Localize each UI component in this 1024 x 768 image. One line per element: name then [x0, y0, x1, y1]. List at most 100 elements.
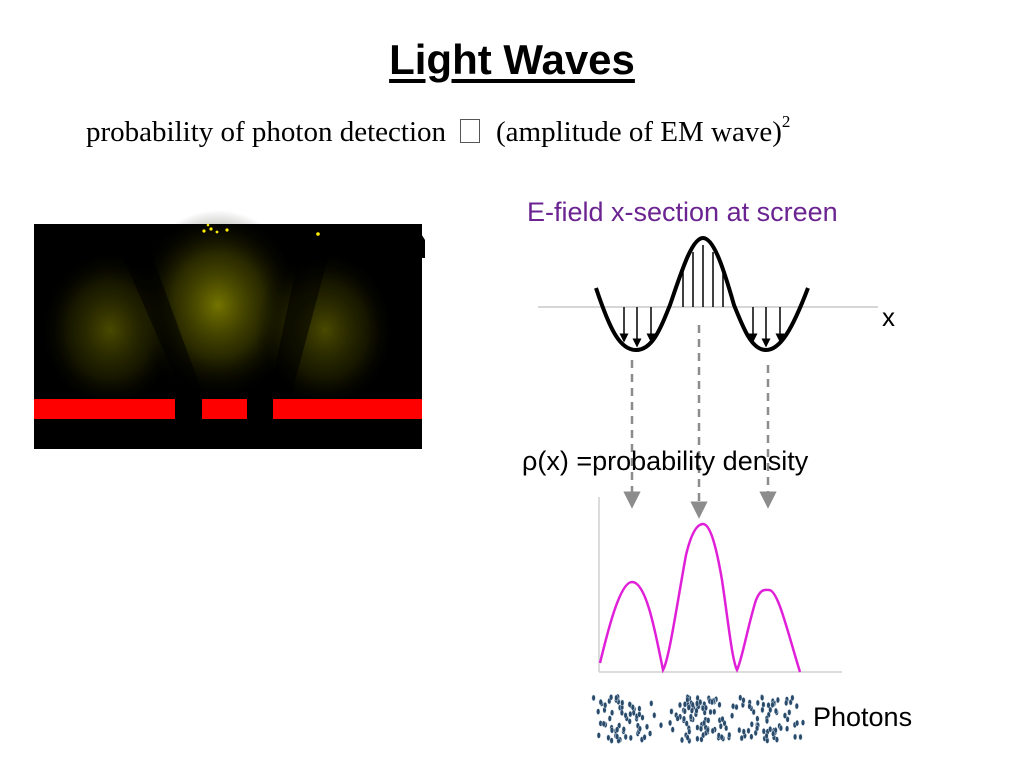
photon-dot [628, 734, 633, 742]
photon-dot [609, 694, 614, 701]
photon-dot [695, 700, 700, 707]
photon-dot [685, 696, 690, 704]
efield-wave-curve [594, 235, 810, 353]
photon-dot [739, 734, 744, 742]
photon-dot [668, 719, 673, 727]
photon-dot [727, 731, 732, 739]
photon-dot [706, 717, 711, 724]
slide-title: Light Waves [389, 36, 635, 83]
photon-dot [682, 708, 687, 715]
photon-dot [798, 733, 803, 741]
photon-dot [682, 701, 687, 708]
efield-arrows-icon [619, 245, 785, 348]
photon-dot [747, 703, 752, 710]
photon-dot [794, 702, 799, 710]
photon-dot [609, 727, 615, 734]
double-slit-interference-image [34, 210, 425, 449]
photon-dot [596, 732, 601, 739]
photon-dot [615, 726, 620, 733]
photon-dot [627, 718, 632, 725]
photon-dot [623, 733, 628, 741]
photon-dot [749, 721, 754, 728]
photon-dot [658, 721, 664, 729]
photon-dot [686, 704, 691, 711]
photon-dot [649, 700, 654, 707]
photon-dot [614, 694, 619, 702]
efield-cross-section [538, 235, 878, 353]
photon-dot [677, 701, 683, 709]
photon-detection-pattern [591, 693, 806, 745]
photon-dot [640, 714, 645, 721]
photon-dot [746, 727, 751, 735]
photon-dot [712, 708, 717, 716]
photon-dot [741, 728, 746, 735]
photon-dot [601, 720, 606, 728]
photon-dot [761, 728, 766, 735]
photon-dot [631, 709, 636, 717]
photon-dot [619, 709, 624, 717]
photon-dot [755, 724, 760, 732]
photon-dot [771, 730, 776, 737]
photon-dot [800, 719, 806, 726]
equation-rhs: (amplitude of EM wave) [496, 116, 782, 148]
photon-dot [730, 712, 735, 719]
photon-dot [627, 701, 632, 708]
photon-dot [591, 694, 596, 702]
photon-dot [621, 726, 626, 733]
photon-dot [637, 725, 642, 733]
efield-label: E-field x-section at screen [527, 197, 838, 227]
photon-dot [760, 694, 765, 701]
photon-dot [768, 725, 773, 733]
photon-dot [775, 696, 780, 704]
photon-dot [637, 705, 642, 712]
photon-dot [687, 728, 692, 735]
photon-dot [695, 724, 700, 731]
photon-dot [598, 698, 603, 706]
photon-dot [703, 704, 708, 712]
proportional-symbol-icon [460, 119, 481, 143]
photon-dot [734, 703, 739, 711]
density-curve [598, 522, 802, 674]
photon-dot [773, 707, 778, 715]
photon-dot [615, 733, 620, 740]
photon-dot [695, 735, 700, 743]
photon-dot [760, 706, 765, 714]
photon-dot [785, 716, 790, 723]
photon-dot [679, 736, 685, 744]
photon-dot [709, 698, 715, 706]
equation-exponent: 2 [781, 112, 791, 131]
probability-equation: probability of photon detection (amplitud… [86, 113, 790, 149]
photon-dot [652, 712, 657, 719]
photon-dot [648, 730, 653, 737]
photon-dot [795, 719, 800, 727]
photon-dot [774, 736, 779, 743]
photon-dot [764, 732, 769, 740]
photon-dot [790, 694, 795, 702]
photon-dot [609, 737, 614, 744]
photon-dot [675, 715, 680, 722]
photon-dot [698, 725, 704, 733]
photon-dot [606, 734, 611, 742]
photons-label: Photons [813, 702, 913, 732]
photon-dot [755, 699, 760, 707]
probability-density-plot [598, 497, 842, 674]
photon-dot [768, 706, 773, 714]
photon-dot [718, 723, 723, 730]
photon-dot [793, 733, 798, 741]
interference-glow [40, 210, 395, 410]
guide-arrows-icon [623, 325, 777, 519]
photon-dot [669, 708, 674, 715]
photon-dot [708, 708, 713, 716]
probability-density-label: ρ(x) =probability density [522, 446, 809, 476]
photon-dot [690, 701, 695, 709]
photon-dot [607, 715, 612, 722]
photon-dot [610, 709, 615, 716]
photon-dot [741, 697, 746, 704]
photon-dot [731, 702, 736, 710]
photon-dot [785, 725, 790, 732]
photon-dot [717, 701, 722, 708]
x-axis-label: x [882, 302, 895, 332]
photon-dot [681, 715, 687, 723]
photon-dot [782, 712, 787, 719]
